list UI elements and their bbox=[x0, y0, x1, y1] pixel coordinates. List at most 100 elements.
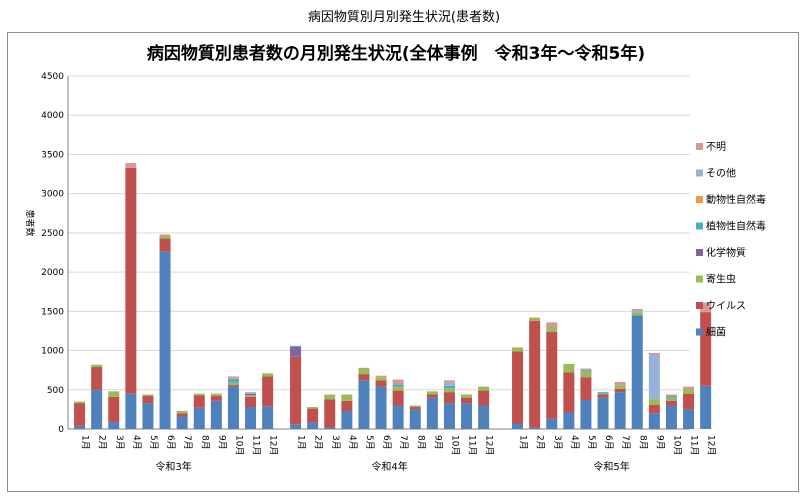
bar-segment bbox=[125, 393, 137, 429]
bar-segment bbox=[700, 312, 712, 386]
bar-segment bbox=[648, 352, 660, 355]
x-tick-label: 8月 bbox=[415, 435, 426, 450]
bar-segment bbox=[375, 375, 387, 378]
bar-segment bbox=[91, 389, 103, 429]
bar-segment bbox=[512, 351, 524, 424]
bar-segment bbox=[159, 238, 171, 252]
bar-segment bbox=[665, 400, 677, 406]
chart-title: 病因物質別患者数の月別発生状況(全体事例 令和3年〜令和5年) bbox=[147, 43, 645, 64]
bar-segment bbox=[159, 251, 171, 429]
y-tick-label: 1000 bbox=[41, 347, 64, 357]
x-tick-label: 10月 bbox=[671, 435, 682, 455]
bar-segment bbox=[580, 399, 592, 429]
bar-segment bbox=[443, 392, 455, 404]
bar-segment bbox=[648, 404, 660, 414]
bar-segment bbox=[159, 236, 171, 239]
x-tick-label: 12月 bbox=[706, 435, 717, 455]
bar-segment bbox=[580, 368, 592, 371]
bar-segment bbox=[409, 407, 421, 410]
x-tick-label: 7月 bbox=[182, 435, 193, 450]
bar-segment bbox=[529, 317, 541, 321]
y-tick-label: 1500 bbox=[41, 307, 64, 317]
legend-swatch bbox=[696, 302, 703, 309]
bar-segment bbox=[529, 320, 541, 428]
bar-segment bbox=[142, 394, 154, 397]
legend-label: 寄生虫 bbox=[706, 273, 736, 286]
y-tick-label: 500 bbox=[47, 386, 64, 396]
legend-label: ウイルス bbox=[706, 300, 746, 312]
bar-segment bbox=[176, 416, 188, 429]
bar-segment bbox=[546, 331, 558, 419]
bar-segment bbox=[324, 399, 336, 428]
legend-swatch bbox=[696, 169, 703, 177]
bar-segment bbox=[108, 396, 120, 422]
y-tick-label: 4000 bbox=[41, 111, 64, 121]
legend-label: 不明 bbox=[706, 141, 726, 153]
bar-segment bbox=[245, 392, 257, 394]
bar-segment bbox=[443, 382, 455, 386]
x-group-label: 令和3年 bbox=[155, 460, 191, 473]
bar-segment bbox=[614, 385, 626, 389]
y-tick-label: 3500 bbox=[41, 150, 64, 160]
bar-segment bbox=[614, 381, 626, 386]
x-tick-label: 7月 bbox=[620, 435, 631, 450]
x-tick-label: 4月 bbox=[569, 435, 580, 450]
legend-swatch bbox=[696, 196, 703, 203]
x-tick-label: 3月 bbox=[552, 435, 563, 450]
x-tick-label: 9月 bbox=[216, 435, 227, 450]
x-tick-label: 1月 bbox=[518, 435, 529, 450]
bar-segment bbox=[142, 396, 154, 404]
bar-segment bbox=[580, 377, 592, 400]
bar-segment bbox=[341, 394, 353, 401]
y-tick-label: 0 bbox=[58, 425, 64, 435]
legend-label: 動物性自然毒 bbox=[706, 193, 766, 206]
y-tick-label: 4500 bbox=[41, 72, 64, 82]
bar-segment bbox=[227, 385, 239, 387]
bar-segment bbox=[108, 391, 120, 397]
bar-segment bbox=[193, 395, 205, 408]
bar-segment bbox=[700, 302, 712, 313]
bar-segment bbox=[245, 395, 257, 397]
bar-segment bbox=[426, 394, 438, 398]
bar-segment bbox=[290, 424, 302, 429]
bar-segment bbox=[683, 388, 695, 394]
x-tick-label: 12月 bbox=[268, 435, 279, 455]
bar-segment bbox=[614, 388, 626, 393]
x-tick-label: 2月 bbox=[313, 435, 324, 450]
bar-segment bbox=[125, 167, 137, 394]
x-tick-label: 8月 bbox=[199, 435, 210, 450]
bar-segment bbox=[74, 403, 86, 426]
bar-segment bbox=[665, 396, 677, 398]
bar-segment bbox=[375, 380, 387, 387]
bar-segment bbox=[125, 163, 137, 168]
bar-segment bbox=[142, 403, 154, 429]
page-title: 病因物質別月別発生状況(患者数) bbox=[307, 10, 501, 25]
x-tick-label: 11月 bbox=[689, 435, 700, 455]
bar-segment bbox=[461, 403, 473, 429]
bar-segment bbox=[227, 382, 239, 386]
bar-segment bbox=[631, 312, 643, 316]
bar-segment bbox=[245, 407, 257, 429]
legend-swatch bbox=[696, 275, 703, 283]
bar-segment bbox=[529, 427, 541, 429]
bar-segment bbox=[478, 405, 490, 429]
x-group-label: 令和4年 bbox=[371, 460, 407, 473]
x-tick-label: 5月 bbox=[586, 435, 597, 450]
bar-segment bbox=[409, 409, 421, 429]
bar-segment bbox=[375, 377, 387, 381]
bar-segment bbox=[426, 391, 438, 395]
legend-label: 細菌 bbox=[706, 326, 726, 339]
bar-segment bbox=[262, 406, 274, 429]
bar-segment bbox=[461, 394, 473, 398]
x-tick-label: 10月 bbox=[233, 435, 244, 455]
bar-segment bbox=[563, 372, 575, 413]
x-tick-label: 3月 bbox=[330, 435, 341, 450]
x-tick-label: 2月 bbox=[97, 435, 108, 450]
x-tick-label: 4月 bbox=[347, 435, 358, 450]
legend-swatch bbox=[696, 222, 703, 230]
bar-segment bbox=[91, 367, 103, 390]
bar-segment bbox=[176, 413, 188, 417]
bar-segment bbox=[290, 356, 302, 425]
bar-segment bbox=[91, 364, 103, 368]
bar-segment bbox=[665, 405, 677, 429]
